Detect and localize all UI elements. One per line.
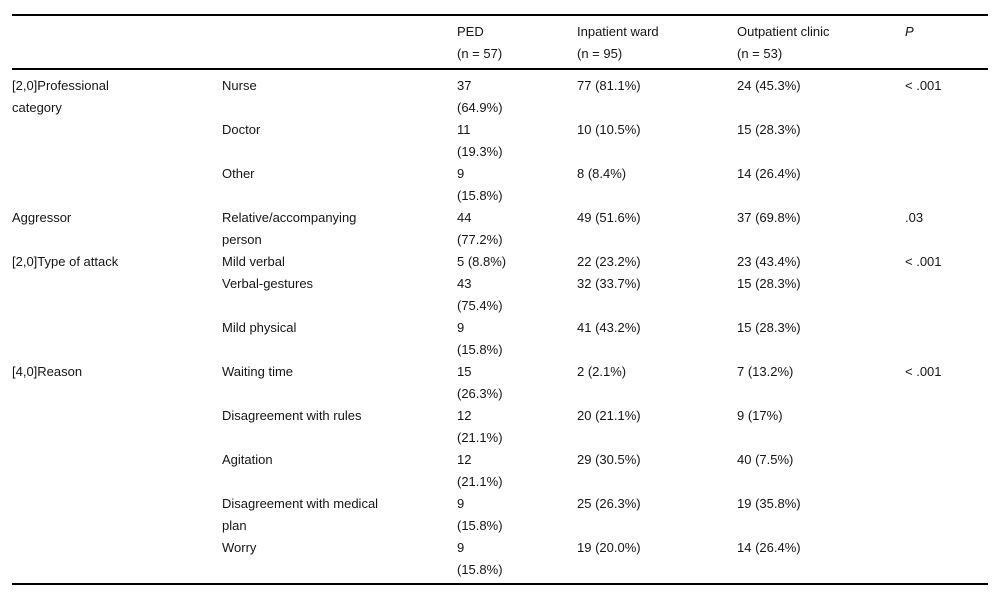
cell-outpatient: 23 (43.4%) [737, 254, 801, 269]
cell-category [12, 493, 222, 537]
cell-p: < .001 [905, 78, 942, 93]
cell-category [12, 405, 222, 449]
cell-p [905, 317, 988, 361]
cell-subcategory: Worry [222, 540, 257, 555]
cell-ped: 5 (8.8%) [457, 254, 507, 269]
cell-inpatient: 10 (10.5%) [577, 122, 641, 137]
cell-subcategory: Relative/accompanying person [222, 210, 357, 247]
cell-subcategory: Mild verbal [222, 254, 285, 269]
cell-inpatient: 77 (81.1%) [577, 78, 641, 93]
cell-outpatient: 24 (45.3%) [737, 78, 801, 93]
cell-p [905, 537, 988, 584]
cell-p: .03 [905, 210, 924, 225]
cell-ped: 9 (15.8%) [457, 540, 503, 577]
cell-category [12, 273, 222, 317]
cell-ped: 12 (21.1%) [457, 408, 503, 445]
cell-subcategory: Verbal-gestures [222, 276, 314, 291]
table-row: Mild physical 9 (15.8%) 41 (43.2%) 15 (2… [12, 317, 988, 361]
cell-outpatient: 14 (26.4%) [737, 540, 801, 555]
cell-ped: 11 (19.3%) [457, 122, 503, 159]
cell-inpatient: 32 (33.7%) [577, 276, 641, 291]
cell-inpatient: 2 (2.1%) [577, 364, 627, 379]
cell-ped: 15 (26.3%) [457, 364, 503, 401]
cell-ped: 12 (21.1%) [457, 452, 503, 489]
cell-ped: 9 (15.8%) [457, 166, 503, 203]
cell-subcategory: Waiting time [222, 364, 294, 379]
table-body: [2,0]Professional category Nurse 37 (64.… [12, 69, 988, 584]
paper-table-container: PED (n = 57) Inpatient ward (n = 95) Out… [12, 14, 988, 585]
cell-subcategory: Other [222, 166, 255, 181]
cell-ped: 9 (15.8%) [457, 320, 503, 357]
table-row: [2,0]Professional category Nurse 37 (64.… [12, 69, 988, 119]
cell-outpatient: 19 (35.8%) [737, 496, 801, 511]
cell-ped: 9 (15.8%) [457, 496, 503, 533]
table-row: Disagreement with rules 12 (21.1%) 20 (2… [12, 405, 988, 449]
cell-subcategory: Doctor [222, 122, 261, 137]
cell-ped: 43 (75.4%) [457, 276, 503, 313]
cell-p [905, 163, 988, 207]
cell-p [905, 449, 988, 493]
column-header-category [12, 15, 222, 70]
cell-category [12, 537, 222, 584]
cell-inpatient: 20 (21.1%) [577, 408, 641, 423]
cell-p [905, 119, 988, 163]
cell-p [905, 493, 988, 537]
column-header-subcategory [222, 15, 457, 70]
cell-inpatient: 49 (51.6%) [577, 210, 641, 225]
cell-p: < .001 [905, 254, 942, 269]
cell-inpatient: 19 (20.0%) [577, 540, 641, 555]
table-row: [2,0]Type of attack Mild verbal 5 (8.8%)… [12, 251, 988, 273]
column-header-outpatient: Outpatient clinic (n = 53) [737, 15, 905, 70]
cell-inpatient: 8 (8.4%) [577, 166, 627, 181]
table-row: Doctor 11 (19.3%) 10 (10.5%) 15 (28.3%) [12, 119, 988, 163]
cell-p: < .001 [905, 364, 942, 379]
cell-subcategory: Disagreement with rules [222, 408, 362, 423]
cell-inpatient: 25 (26.3%) [577, 496, 641, 511]
table-row: Worry 9 (15.8%) 19 (20.0%) 14 (26.4%) [12, 537, 988, 584]
table-row: Verbal-gestures 43 (75.4%) 32 (33.7%) 15… [12, 273, 988, 317]
cell-category: [2,0]Professional category [12, 78, 109, 115]
header-row: PED (n = 57) Inpatient ward (n = 95) Out… [12, 15, 988, 70]
cell-subcategory: Disagreement with medical plan [222, 496, 379, 533]
statistics-table: PED (n = 57) Inpatient ward (n = 95) Out… [12, 14, 988, 585]
cell-outpatient: 7 (13.2%) [737, 364, 794, 379]
cell-outpatient: 40 (7.5%) [737, 452, 794, 467]
cell-subcategory: Mild physical [222, 320, 297, 335]
cell-outpatient: 9 (17%) [737, 408, 783, 423]
cell-p [905, 273, 988, 317]
cell-outpatient: 15 (28.3%) [737, 122, 801, 137]
column-header-inpatient: Inpatient ward (n = 95) [577, 15, 737, 70]
column-header-ped: PED (n = 57) [457, 15, 577, 70]
table-row: Agitation 12 (21.1%) 29 (30.5%) 40 (7.5%… [12, 449, 988, 493]
cell-outpatient: 15 (28.3%) [737, 276, 801, 291]
cell-p [905, 405, 988, 449]
cell-category [12, 119, 222, 163]
cell-outpatient: 15 (28.3%) [737, 320, 801, 335]
table-row: Other 9 (15.8%) 8 (8.4%) 14 (26.4%) [12, 163, 988, 207]
cell-subcategory: Agitation [222, 452, 273, 467]
cell-category [12, 317, 222, 361]
cell-subcategory: Nurse [222, 78, 257, 93]
cell-outpatient: 37 (69.8%) [737, 210, 801, 225]
cell-inpatient: 41 (43.2%) [577, 320, 641, 335]
cell-inpatient: 29 (30.5%) [577, 452, 641, 467]
cell-ped: 44 (77.2%) [457, 210, 503, 247]
cell-category: [4,0]Reason [12, 364, 83, 379]
cell-outpatient: 14 (26.4%) [737, 166, 801, 181]
cell-ped: 37 (64.9%) [457, 78, 503, 115]
cell-category [12, 449, 222, 493]
table-row: Aggressor Relative/accompanying person 4… [12, 207, 988, 251]
table-row: Disagreement with medical plan 9 (15.8%)… [12, 493, 988, 537]
cell-category [12, 163, 222, 207]
table-header: PED (n = 57) Inpatient ward (n = 95) Out… [12, 15, 988, 70]
column-header-p: P [905, 15, 988, 70]
table-row: [4,0]Reason Waiting time 15 (26.3%) 2 (2… [12, 361, 988, 405]
cell-inpatient: 22 (23.2%) [577, 254, 641, 269]
cell-category: Aggressor [12, 210, 72, 225]
cell-category: [2,0]Type of attack [12, 254, 119, 269]
